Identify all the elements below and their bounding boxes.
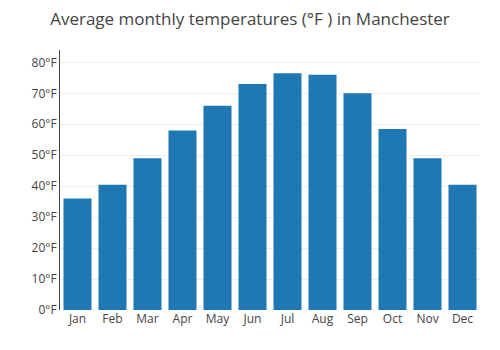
svg-text:Feb: Feb [102,310,122,327]
svg-text:May: May [206,310,230,327]
svg-text:Jan: Jan [68,310,86,327]
svg-text:40°F: 40°F [32,177,57,194]
svg-text:50°F: 50°F [32,146,57,163]
svg-text:Average monthly temperatures (: Average monthly temperatures (°F ) in Ma… [50,7,450,30]
svg-text:Oct: Oct [383,310,402,327]
svg-text:Aug: Aug [312,310,334,327]
svg-text:Nov: Nov [416,310,438,327]
svg-text:0°F: 0°F [38,301,56,318]
svg-text:60°F: 60°F [32,115,57,132]
svg-text:Jul: Jul [280,310,295,327]
svg-text:10°F: 10°F [32,270,57,287]
svg-text:Sep: Sep [347,310,368,327]
svg-text:30°F: 30°F [32,208,57,225]
svg-text:20°F: 20°F [32,239,57,256]
svg-text:Dec: Dec [452,310,473,327]
svg-text:Mar: Mar [136,310,158,327]
svg-text:80°F: 80°F [32,54,57,71]
svg-text:70°F: 70°F [32,85,57,102]
svg-text:Apr: Apr [173,310,193,327]
svg-text:Jun: Jun [243,310,262,327]
